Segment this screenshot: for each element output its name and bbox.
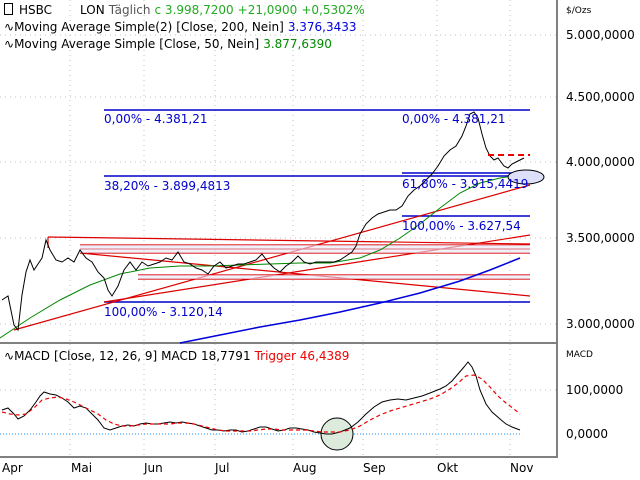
trigger-value: Trigger 46,4389 [254, 349, 350, 363]
ma200-label: Moving Average Simple(2) [14, 20, 173, 34]
wave-icon: ∿ [4, 37, 15, 51]
candle-icon [4, 3, 13, 15]
ma200-legend[interactable]: ∿Moving Average Simple(2) [Close, 200, Ne… [4, 19, 361, 36]
fib-label-0-set2: 0,00% - 4.381,21 [402, 112, 506, 126]
exchange-label: LON [80, 3, 105, 17]
ma50-label: Moving Average Simple [14, 37, 156, 51]
macd-params: [Close, 12, 26, 9] [54, 349, 158, 363]
symbol-legend: HSBC LON Täglich c 3.998,7200 +21,0900 +0,530… [4, 2, 369, 19]
macd-tick-0: 0,0000 [566, 427, 608, 441]
macd-canvas [0, 344, 556, 456]
macd-line [1, 361, 521, 435]
y-axis-unit: $/Ozs [566, 6, 592, 16]
close-value: c 3.998,7200 [154, 3, 234, 17]
y-tick-4000: 4.000,0000 [566, 155, 635, 169]
price-line [1, 111, 525, 332]
trend-lines [13, 184, 531, 331]
ma50-legend[interactable]: ∿Moving Average Simple [Close, 50, Nein] 3… [4, 36, 336, 53]
price-chart-canvas [0, 0, 556, 344]
x-tick-nov: Nov [510, 461, 534, 475]
x-tick-apr: Apr [2, 461, 23, 475]
macd-panel[interactable]: ∿MACD [Close, 12, 26, 9] MACD 18,7791 Trigg… [0, 344, 558, 458]
macd-value: MACD 18,7791 [161, 349, 251, 363]
x-tick-jun: Jun [144, 461, 163, 475]
fib-label-0-set1: 0,00% - 4.381,21 [104, 112, 208, 126]
price-chart-panel[interactable]: HSBC LON Täglich c 3.998,7200 +21,0900 +0,530… [0, 0, 558, 344]
x-tick-jul: Jul [215, 461, 230, 475]
ma50-line [0, 174, 521, 339]
ma200-params: [Close, 200, Nein] [176, 20, 284, 34]
wave-icon: ∿ [4, 20, 15, 34]
fibonacci-lines [104, 109, 530, 303]
x-tick-sep: Sep [363, 461, 386, 475]
y-tick-5000: 5.000,0000 [566, 28, 635, 42]
y-tick-4500: 4.500,0000 [566, 90, 635, 104]
ma200-line [179, 257, 521, 344]
change-pct-value: +0,5302% [301, 3, 365, 17]
fib-label-38-set1: 38,20% - 3.899,4813 [104, 179, 231, 193]
trigger-line [1, 374, 521, 433]
fib-label-61-set2: 61,80% - 3.915,4419 [402, 177, 529, 191]
period-label: Täglich [108, 3, 151, 17]
fib-label-100-set2: 100,00% - 3.627,54 [402, 219, 521, 233]
highlight-ellipse [507, 169, 545, 185]
macd-label: MACD [14, 349, 51, 363]
macd-legend[interactable]: ∿MACD [Close, 12, 26, 9] MACD 18,7791 Trigg… [4, 348, 353, 365]
ma50-value: 3.877,6390 [263, 37, 332, 51]
x-tick-okt: Okt [437, 461, 459, 475]
ma50-params: [Close, 50, Nein] [159, 37, 260, 51]
ma200-value: 3.376,3433 [287, 20, 357, 34]
macd-axis-unit: MACD [566, 350, 593, 360]
y-tick-3500: 3.500,0000 [566, 231, 635, 245]
crossover-circle [320, 417, 354, 451]
fib-label-100-set1: 100,00% - 3.120,14 [104, 305, 223, 319]
wave-icon: ∿ [4, 349, 15, 363]
y-tick-3000: 3.000,0000 [566, 317, 635, 331]
change-value: +21,0900 [237, 3, 298, 17]
x-tick-mai: Mai [71, 461, 93, 475]
macd-tick-100: 100,0000 [566, 383, 624, 397]
x-tick-aug: Aug [293, 461, 317, 475]
symbol-label: HSBC [19, 3, 53, 17]
